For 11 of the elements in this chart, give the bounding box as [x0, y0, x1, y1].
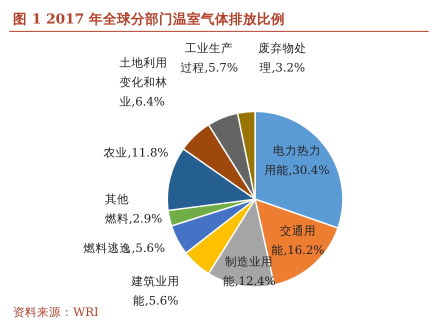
text: 资料来源：WRI	[13, 305, 99, 320]
slice-label: 建筑业用能,5.6%	[130, 274, 180, 308]
slice-label: 工业生产过程,5.7%	[180, 40, 238, 74]
slice-label: 交通用能,16.2%	[272, 223, 324, 257]
slice-label: 其他燃料,2.9%	[104, 192, 162, 226]
slice-label: 废弃物处理,3.2%	[258, 40, 306, 74]
slice-label: 土地利用变化和林业,6.4%	[120, 56, 168, 109]
chart-title: 图 1 2017 年全球分部门温室气体排放比例	[13, 10, 285, 28]
slice-label: 电力热力用能,30.4%	[264, 143, 330, 177]
slice-label: 燃料逃逸,5.6%	[84, 240, 166, 255]
slice-label: 农业,11.8%	[104, 145, 169, 160]
